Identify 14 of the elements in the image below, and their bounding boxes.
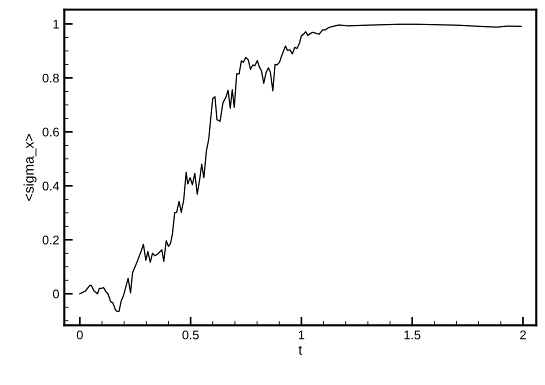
line-series xyxy=(79,24,522,312)
y-axis-title: <sigma_x> xyxy=(24,134,37,201)
y-tick-label: 0.2 xyxy=(42,236,59,244)
y-tick-label: 0.6 xyxy=(42,128,59,137)
x-tick-label: 2 xyxy=(520,330,526,340)
x-tick-label: 1 xyxy=(298,330,304,340)
x-tick-label: 1.5 xyxy=(404,330,420,340)
y-tick-label: 0 xyxy=(52,290,59,298)
y-tick-label: 0.8 xyxy=(42,74,59,83)
x-tick-label: 0 xyxy=(76,330,83,340)
x-tick-label: 0.5 xyxy=(182,330,199,340)
y-tick-label: 1 xyxy=(53,20,59,28)
x-axis-title: t xyxy=(298,346,302,355)
y-tick-label: 0.4 xyxy=(42,182,60,190)
